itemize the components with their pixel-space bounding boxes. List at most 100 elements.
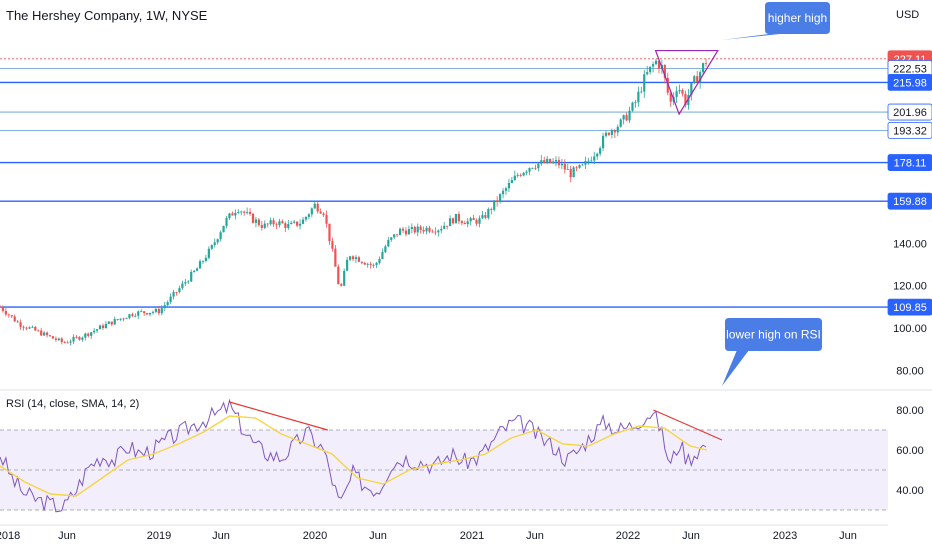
price-label-text: 201.96 <box>893 107 927 119</box>
candle-body <box>78 337 81 340</box>
time-axis-label: 2018 <box>0 530 20 542</box>
candle-body <box>93 330 96 333</box>
candle-body <box>478 218 481 224</box>
candle-body <box>116 319 119 320</box>
candle-body <box>390 237 393 240</box>
candle-body <box>198 261 202 269</box>
candle-body <box>101 325 105 329</box>
candle-body <box>190 271 193 282</box>
candle-body <box>319 211 322 214</box>
candle-body <box>657 60 661 69</box>
candle-body <box>475 219 478 224</box>
candle-body <box>45 332 49 336</box>
candle-body <box>378 258 381 263</box>
rsi-tick-label: 80.00 <box>896 405 924 417</box>
candle-body <box>75 336 78 338</box>
candle-body <box>272 220 275 225</box>
candle-body <box>151 311 155 313</box>
candle-body <box>66 342 69 344</box>
candle-body <box>596 153 599 157</box>
callout-lower-high-rsi-tail <box>722 350 749 386</box>
price-label-box <box>887 121 932 139</box>
candle-body <box>148 312 152 315</box>
candle-body <box>172 291 175 297</box>
candle-body <box>301 219 305 224</box>
candle-body <box>428 227 431 232</box>
candle-body <box>304 216 308 220</box>
callout-higher-high-tail <box>722 33 789 40</box>
candle-body <box>554 160 558 162</box>
candle-body <box>137 311 140 316</box>
rsi-indicator-label: RSI (14, close, SMA, 14, 2) <box>6 398 140 410</box>
rsi-trendline-1 <box>229 401 328 431</box>
candle-body <box>504 188 508 191</box>
candle-body <box>43 332 46 336</box>
candle-body <box>487 209 490 218</box>
candle-body <box>0 306 2 308</box>
candle-body <box>201 260 205 262</box>
candle-body <box>613 130 616 133</box>
candle-body <box>184 282 187 284</box>
price-label-box <box>887 73 932 91</box>
candle-body <box>460 221 463 223</box>
candle-body <box>560 163 563 166</box>
candle-body <box>22 326 25 328</box>
candle-body <box>260 225 263 228</box>
candle-body <box>13 316 16 322</box>
candle-body <box>457 213 461 222</box>
candle-body <box>654 60 658 65</box>
price-tick-label: 120.00 <box>893 281 927 293</box>
candle-body <box>448 218 452 227</box>
candle-body <box>434 231 437 233</box>
candle-body <box>393 234 396 238</box>
candle-body <box>231 213 234 216</box>
candle-body <box>543 160 546 163</box>
candle-body <box>651 64 655 67</box>
candle-body <box>275 224 278 226</box>
price-label-text: 215.98 <box>893 77 927 89</box>
candle-body <box>451 218 455 224</box>
candle-body <box>454 213 458 224</box>
price-label-box <box>887 154 932 171</box>
candle-body <box>516 175 519 176</box>
candle-body <box>572 167 575 178</box>
candle-body <box>381 252 384 259</box>
time-axis-label: Jun <box>682 530 700 542</box>
candle-body <box>48 335 52 337</box>
price-label: 193.32 <box>887 121 932 139</box>
candle-body <box>266 223 269 225</box>
candle-body <box>210 245 213 249</box>
candle-body <box>466 221 469 225</box>
candle-body <box>175 291 178 293</box>
time-axis-label: Jun <box>526 530 544 542</box>
candle-body <box>325 214 328 224</box>
candle-body <box>604 132 608 136</box>
candle-body <box>234 212 237 216</box>
candle-body <box>263 223 266 228</box>
candle-body <box>366 263 369 265</box>
candle-body <box>469 218 472 222</box>
candle-body <box>213 242 216 246</box>
candle-body <box>696 76 699 83</box>
candle-body <box>331 241 334 249</box>
candle-body <box>354 257 358 260</box>
price-label: 215.98 <box>887 73 932 91</box>
candle-body <box>81 337 84 340</box>
callout-higher-high-box <box>765 2 830 34</box>
candle-body <box>490 209 493 210</box>
candle-body <box>363 262 366 265</box>
candle-body <box>346 259 349 271</box>
time-axis-label: 2020 <box>303 530 327 542</box>
candle-body <box>431 231 434 233</box>
candle-body <box>519 175 522 176</box>
candle-body <box>122 318 125 320</box>
chart-title: The Hershey Company, 1W, NYSE <box>6 8 208 23</box>
candle-body <box>575 167 578 169</box>
candle-body <box>243 211 246 213</box>
candle-body <box>681 90 684 94</box>
candle-body <box>628 110 631 121</box>
candle-body <box>63 342 66 343</box>
candle-body <box>387 239 390 247</box>
candle-body <box>204 257 208 261</box>
